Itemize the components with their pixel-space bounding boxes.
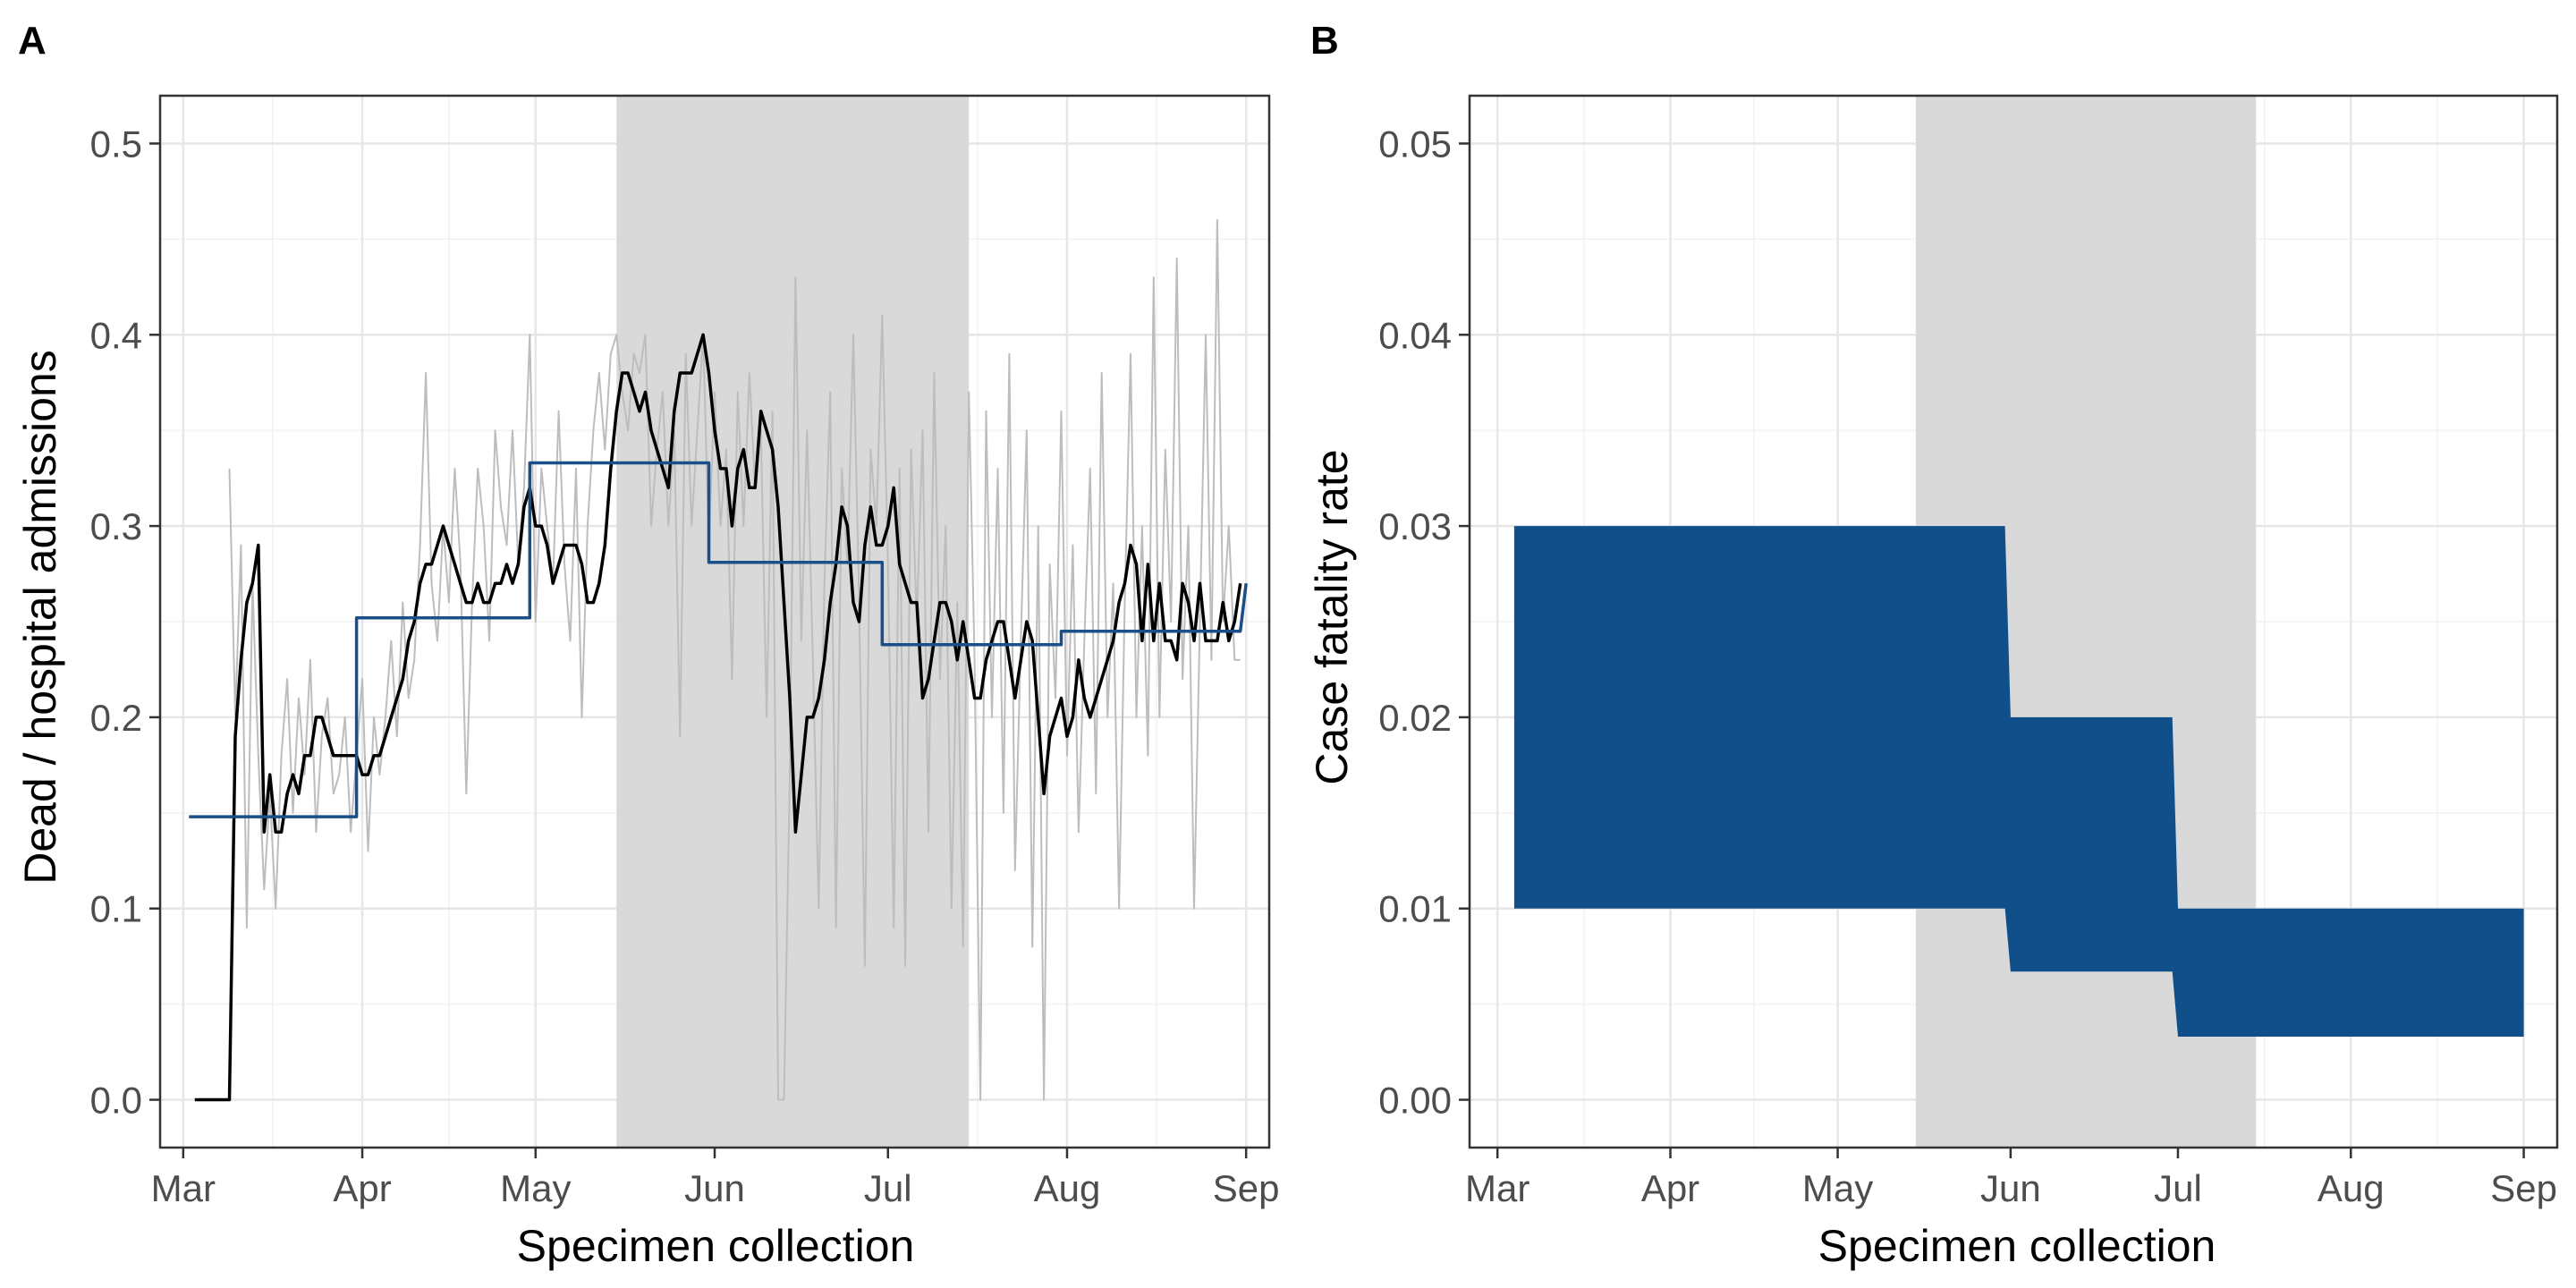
panel-b-x-tick-label: Jun [1980,1167,2041,1209]
panel-a-x-tick-label: Sep [1213,1167,1280,1209]
panel-b-y-tick-label: 0.05 [1378,123,1452,165]
panel-a-y-tick-label: 0.3 [90,505,142,547]
panel-a-y-tick-label: 0.2 [90,697,142,739]
panel-b-x-tick-label: Apr [1641,1167,1699,1209]
panel-a-y-tick-label: 0.1 [90,888,142,930]
panel-b-y-tick-label: 0.01 [1378,888,1452,930]
panel-a-x-tick-label: Aug [1034,1167,1101,1209]
panel-a-x-tick-label: Apr [333,1167,391,1209]
panel-b-x-axis-title: Specimen collection [1818,1221,2216,1271]
panel-a-x-tick-label: May [500,1167,571,1209]
panel-b: B Mar Apr May Jun Jul Aug Sep 0.00 0.01 0.02 0.03 0… [1307,19,2559,1271]
panel-a-x-tick-label: Mar [151,1167,216,1209]
panel-b-y-axis-title: Case fatality rate [1307,449,1357,784]
panel-a-series-daily-ratio [228,219,1241,1101]
panel-b-plot-content [1470,96,2557,1148]
panel-a-x-axis-title: Specimen collection [517,1221,915,1271]
panel-a-series-monthly-step [189,461,1248,818]
panel-b-y-tick-label: 0.04 [1378,314,1452,356]
panel-a-x-tick-label: Jul [864,1167,912,1209]
panel-a-y-tick-label: 0.4 [90,314,142,356]
panel-a-series-rolling-average [194,333,1242,1102]
panel-b-panel-border [1468,94,2559,1149]
panel-a-x-tick-label: Jun [684,1167,745,1209]
panel-b-y-tick-label: 0.03 [1378,505,1452,547]
panel-a-y-tick-label: 0.0 [90,1080,142,1122]
panel-a-y-axis-title: Dead / hospital admissions [15,350,65,885]
panel-b-tag: B [1310,19,1339,63]
panel-a-y-tick-label: 0.5 [90,123,142,165]
panel-b-y-tick-label: 0.00 [1378,1080,1452,1122]
panel-a: A Mar Apr May Jun Jul Aug Sep 0.0 0.1 0.2 0.3 0.4 0.… [15,19,1280,1271]
panel-b-x-tick-label: Aug [2318,1167,2385,1209]
panel-b-plot-area: Mar Apr May Jun Jul Aug Sep 0.00 0.01 0.02 0.03 0.0… [1378,94,2559,1209]
panel-a-tag: A [18,19,47,63]
panel-a-shaded-region [616,96,970,1148]
panel-a-plot-content [160,96,1269,1148]
panel-b-x-tick-label: Sep [2490,1167,2557,1209]
panel-a-plot-area: Mar Apr May Jun Jul Aug Sep 0.0 0.1 0.2 0.3 0.4 0.5 [90,94,1280,1209]
panel-b-ribbon-area [1513,526,2524,1037]
panel-b-x-tick-label: Jul [2154,1167,2202,1209]
panel-b-y-tick-label: 0.02 [1378,697,1452,739]
panel-b-x-tick-label: May [1802,1167,1873,1209]
panel-b-x-tick-label: Mar [1465,1167,1530,1209]
